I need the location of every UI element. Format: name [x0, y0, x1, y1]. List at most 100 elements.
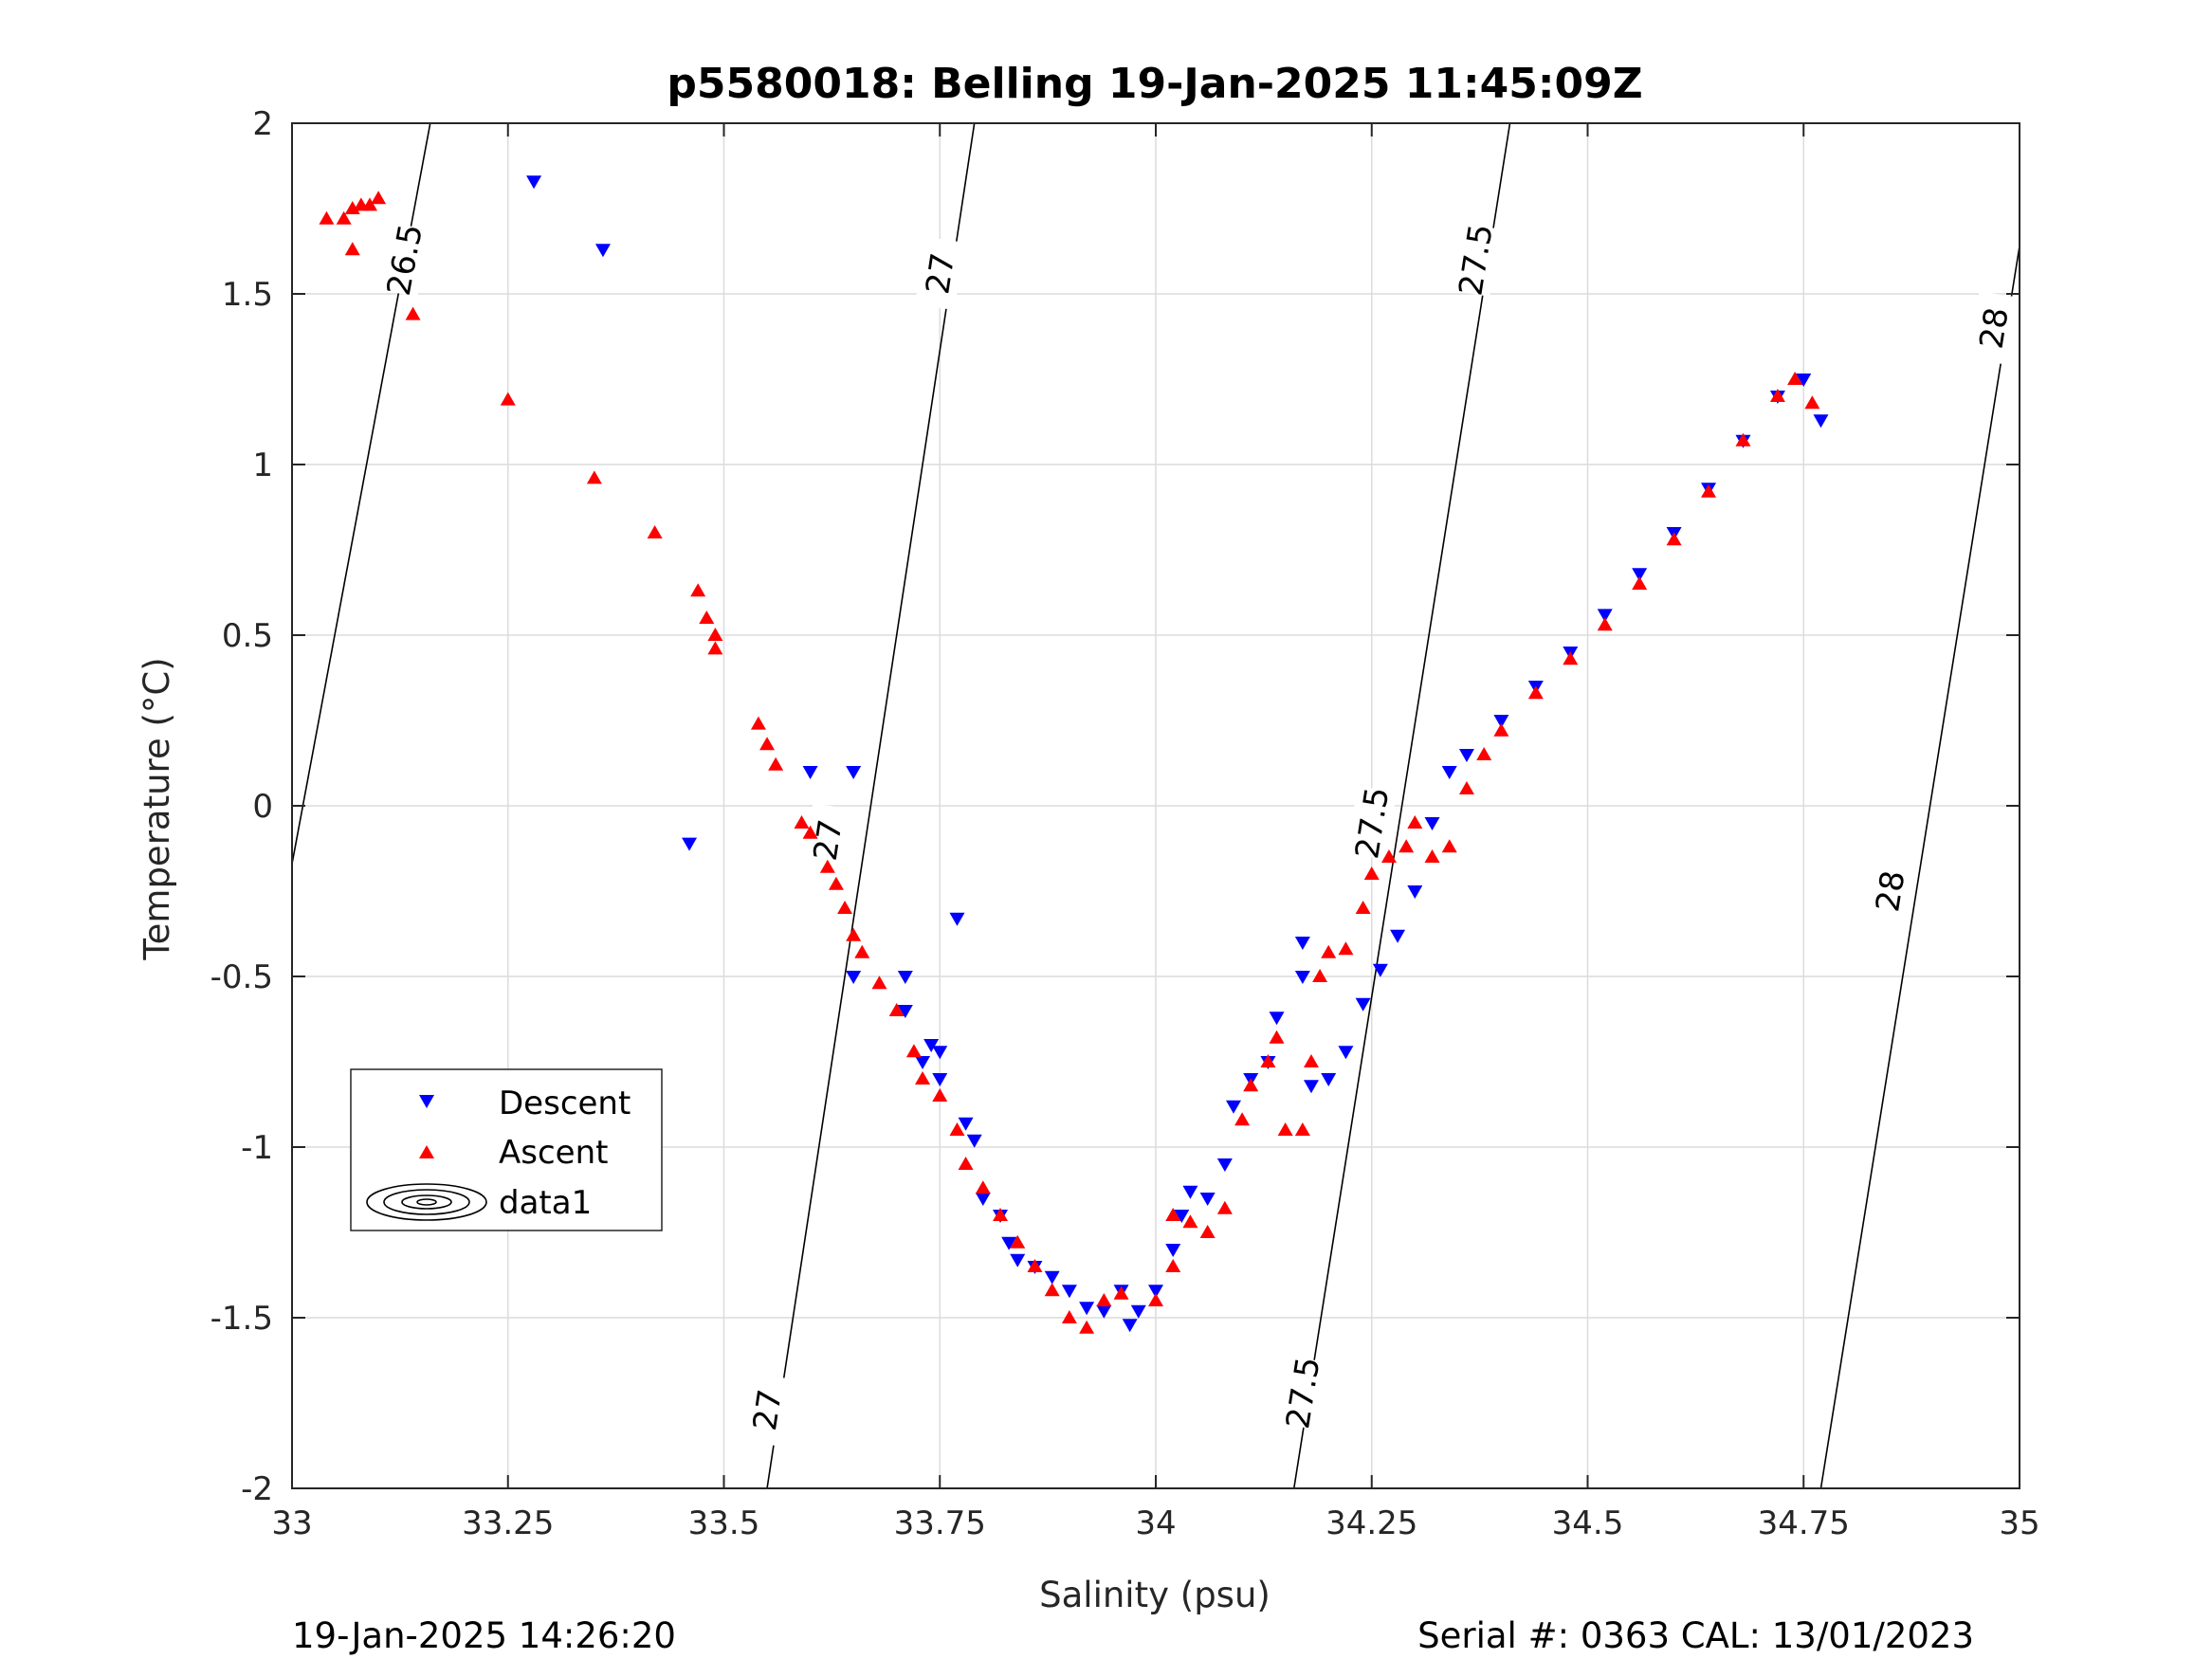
ascent-point	[1044, 1283, 1060, 1297]
ascent-point	[1148, 1293, 1163, 1306]
ascent-point	[975, 1180, 991, 1194]
y-tick-label: -0.5	[210, 958, 273, 996]
ascent-point	[1010, 1234, 1026, 1249]
x-tick-label: 33.75	[894, 1504, 986, 1542]
ascent-series	[319, 191, 1820, 1334]
descent-point	[966, 1134, 982, 1148]
descent-point	[897, 1005, 913, 1018]
ascent-point	[1407, 815, 1423, 829]
contour-label: 27	[807, 817, 850, 864]
descent-point	[1632, 568, 1648, 582]
descent-point	[594, 244, 611, 258]
descent-point	[897, 971, 913, 984]
ascent-point	[1380, 849, 1397, 863]
ascent-point	[1303, 1054, 1319, 1067]
contour-line	[1292, 122, 1511, 1489]
descent-point	[1269, 1012, 1285, 1026]
descent-point	[1148, 1285, 1163, 1299]
chart-title: p5580018: Belling 19-Jan-2025 11:45:09Z	[667, 60, 1642, 108]
contour-label-gap	[1450, 223, 1501, 297]
descent-series	[526, 175, 1829, 1333]
ascent-point	[905, 1044, 922, 1058]
ascent-point	[1458, 781, 1474, 794]
ascent-point	[1398, 839, 1415, 853]
ascent-point	[1165, 1208, 1181, 1221]
descent-point	[1424, 817, 1440, 830]
ascent-point	[319, 210, 335, 225]
descent-point	[1216, 1158, 1233, 1172]
legend-contour-icon	[366, 1183, 487, 1221]
x-tick-label: 34.25	[1325, 1504, 1417, 1542]
ascent-point	[871, 975, 887, 990]
x-tick-label: 34.75	[1758, 1504, 1850, 1542]
ascent-point	[707, 641, 723, 655]
y-tick-label: 1	[252, 447, 273, 484]
ascent-point	[1216, 1200, 1233, 1214]
descent-point	[1294, 971, 1310, 984]
ascent-point	[1079, 1320, 1095, 1334]
descent-point	[1813, 414, 1829, 428]
y-tick-label: 0	[252, 788, 273, 826]
descent-point	[1182, 1185, 1198, 1199]
y-axis-ticks: -2 -1.5 -1 -0.5 0 0.5 1 1.5 2	[210, 105, 2020, 1508]
ascent-point	[958, 1157, 974, 1170]
legend-contour-label: data1	[499, 1184, 592, 1222]
footer-timestamp: 19-Jan-2025 14:26:20	[292, 1615, 676, 1656]
descent-point	[846, 766, 862, 779]
x-tick-label: 33	[271, 1504, 312, 1542]
legend: Descent Ascent data1	[350, 1068, 663, 1231]
x-axis-ticks: 33 33.25 33.5 33.75 34 34.25 34.5 34.75 35	[271, 123, 2040, 1542]
ascent-point	[344, 242, 360, 256]
descent-point	[1294, 937, 1310, 950]
ascent-point	[1277, 1122, 1293, 1136]
ascent-point	[361, 197, 377, 211]
contour-label-gap	[1277, 1356, 1328, 1431]
ascent-point	[802, 825, 818, 839]
ascent-point	[647, 525, 663, 538]
contour-label: 27	[746, 1387, 790, 1433]
legend-ascent-label: Ascent	[499, 1134, 608, 1172]
legend-descent-marker	[419, 1095, 434, 1108]
x-tick-label: 33.25	[462, 1504, 554, 1542]
y-tick-label: -2	[241, 1470, 273, 1508]
ascent-point	[768, 757, 784, 771]
legend-descent-label: Descent	[499, 1085, 631, 1122]
y-tick-label: 1.5	[222, 276, 273, 314]
x-tick-label: 34	[1135, 1504, 1176, 1542]
x-axis-label: Salinity (psu)	[1039, 1575, 1271, 1615]
ascent-point	[586, 470, 602, 484]
x-tick-label: 35	[1999, 1504, 2039, 1542]
descent-point	[1303, 1080, 1319, 1094]
x-tick-label: 33.5	[688, 1504, 760, 1542]
contour-line	[766, 122, 976, 1489]
descent-point	[682, 837, 698, 851]
ascent-point	[1424, 849, 1440, 863]
ascent-point	[888, 1003, 905, 1016]
legend-ascent-marker	[419, 1145, 434, 1158]
ascent-point	[1294, 1122, 1310, 1136]
descent-point	[1225, 1100, 1241, 1114]
ascent-point	[750, 716, 766, 730]
ascent-point	[1260, 1054, 1276, 1067]
descent-point	[915, 1056, 931, 1069]
ascent-point	[1061, 1310, 1077, 1323]
ascent-point	[1027, 1259, 1043, 1272]
descent-point	[1010, 1253, 1026, 1267]
ascent-point	[1666, 532, 1682, 546]
descent-point	[1355, 997, 1371, 1012]
descent-point	[1441, 766, 1457, 779]
ascent-point	[819, 859, 835, 873]
descent-point	[1001, 1236, 1017, 1250]
ascent-point	[1701, 483, 1717, 498]
ascent-point	[1493, 722, 1509, 737]
ascent-point	[336, 210, 352, 225]
ascent-point	[690, 583, 706, 597]
ascent-point	[1234, 1112, 1251, 1126]
contour-label-gap	[1346, 786, 1398, 860]
descent-point	[932, 1046, 948, 1060]
ascent-point	[405, 306, 421, 320]
descent-point	[1372, 963, 1388, 977]
ascent-point	[759, 737, 776, 751]
descent-point	[1407, 885, 1423, 899]
